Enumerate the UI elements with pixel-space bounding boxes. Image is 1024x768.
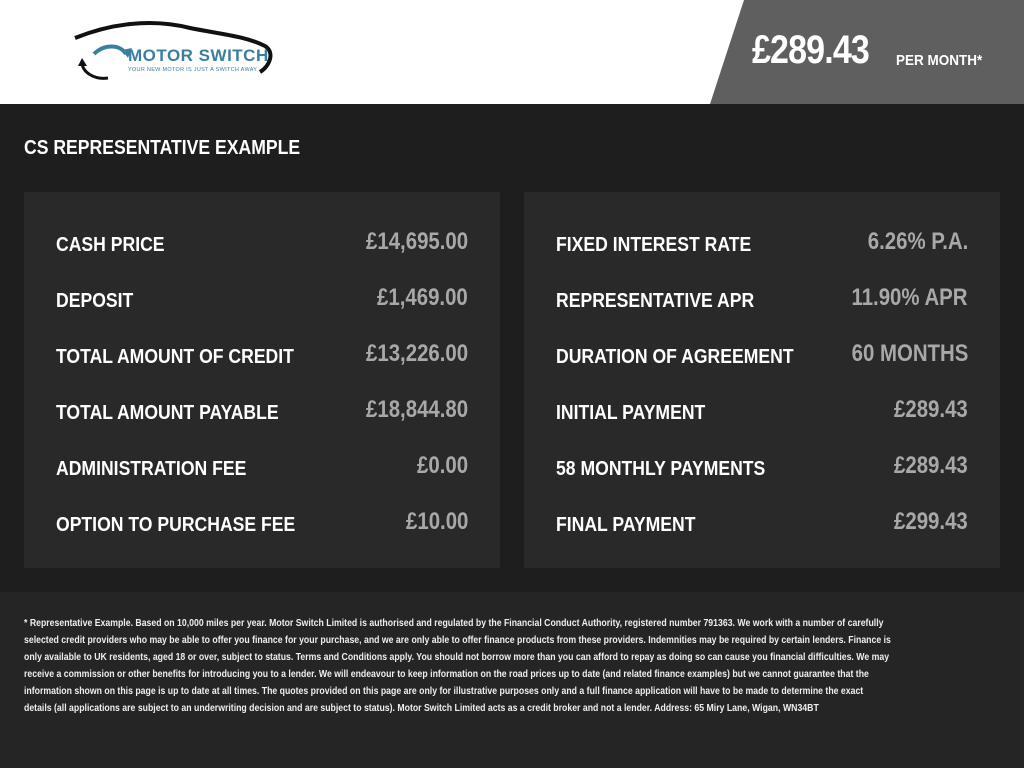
disclaimer-text: * Representative Example. Based on 10,00… — [24, 615, 891, 716]
finance-value: £13,226.00 — [365, 340, 468, 367]
finance-value: £0.00 — [416, 452, 468, 479]
finance-value: £10.00 — [405, 508, 468, 535]
price-panel — [710, 0, 1024, 104]
car-swoosh-icon — [74, 21, 273, 80]
finance-value: £299.43 — [894, 508, 968, 535]
brand-tagline: YOUR NEW MOTOR IS JUST A SWITCH AWAY — [128, 67, 258, 73]
finance-row: REPRESENTATIVE APR 11.90% APR — [556, 284, 968, 314]
brand-name: MOTOR SWITCH — [128, 46, 269, 65]
finance-row: FIXED INTEREST RATE 6.26% P.A. — [556, 228, 968, 258]
finance-label: DURATION OF AGREEMENT — [556, 346, 794, 368]
finance-label: ADMINISTRATION FEE — [56, 458, 247, 480]
finance-label: OPTION TO PURCHASE FEE — [56, 514, 296, 536]
finance-row: 58 MONTHLY PAYMENTS £289.43 — [556, 452, 968, 482]
finance-row: OPTION TO PURCHASE FEE £10.00 — [56, 508, 468, 538]
header: MOTOR SWITCH YOUR NEW MOTOR IS JUST A SW… — [0, 0, 1024, 104]
finance-label: INITIAL PAYMENT — [556, 402, 706, 424]
finance-panel-right: FIXED INTEREST RATE 6.26% P.A. REPRESENTAT… — [524, 192, 1000, 568]
finance-label: FIXED INTEREST RATE — [556, 234, 752, 256]
finance-label: FINAL PAYMENT — [556, 514, 696, 536]
finance-value: £289.43 — [894, 396, 968, 423]
finance-value: 11.90% APR — [851, 284, 968, 311]
disclaimer-line: receive a commission or other benefits f… — [24, 667, 869, 680]
disclaimer-line: information shown on this page is up to … — [24, 684, 864, 697]
finance-label: DEPOSIT — [56, 290, 134, 312]
finance-value: 60 MONTHS — [851, 340, 968, 367]
finance-row: TOTAL AMOUNT OF CREDIT £13,226.00 — [56, 340, 468, 370]
monthly-price: £289.43 — [752, 28, 870, 72]
finance-row: DURATION OF AGREEMENT 60 MONTHS — [556, 340, 968, 370]
finance-label: TOTAL AMOUNT PAYABLE — [56, 402, 279, 424]
finance-value: £18,844.80 — [365, 396, 468, 423]
disclaimer-line: * Representative Example. Based on 10,00… — [24, 617, 884, 629]
finance-value: £14,695.00 — [365, 228, 468, 255]
finance-label: 58 MONTHLY PAYMENTS — [556, 458, 766, 480]
finance-value: 6.26% P.A. — [867, 228, 968, 255]
finance-row: DEPOSIT £1,469.00 — [56, 284, 468, 314]
finance-panel-left: CASH PRICE £14,695.00 DEPOSIT £1,469.00 TOTA… — [24, 192, 500, 568]
disclaimer-line: only available to UK residents, aged 18 … — [24, 650, 890, 663]
finance-row: ADMINISTRATION FEE £0.00 — [56, 452, 468, 482]
finance-row: INITIAL PAYMENT £289.43 — [556, 396, 968, 426]
finance-label: CASH PRICE — [56, 234, 165, 256]
disclaimer-footer: * Representative Example. Based on 10,00… — [0, 592, 1024, 768]
disclaimer-line: selected credit providers who may be abl… — [24, 633, 891, 646]
finance-value: £1,469.00 — [377, 284, 468, 311]
per-month-label: PER MONTH* — [896, 52, 983, 69]
motor-switch-logo[interactable]: MOTOR SWITCH YOUR NEW MOTOR IS JUST A SW… — [70, 16, 280, 84]
finance-label: TOTAL AMOUNT OF CREDIT — [56, 346, 294, 368]
finance-row: FINAL PAYMENT £299.43 — [556, 508, 968, 538]
finance-label: REPRESENTATIVE APR — [556, 290, 755, 312]
finance-row: CASH PRICE £14,695.00 — [56, 228, 468, 258]
disclaimer-line: details (all applications are subject to… — [24, 701, 819, 714]
section-title: CS REPRESENTATIVE EXAMPLE — [24, 137, 301, 159]
finance-value: £289.43 — [894, 452, 968, 479]
finance-row: TOTAL AMOUNT PAYABLE £18,844.80 — [56, 396, 468, 426]
